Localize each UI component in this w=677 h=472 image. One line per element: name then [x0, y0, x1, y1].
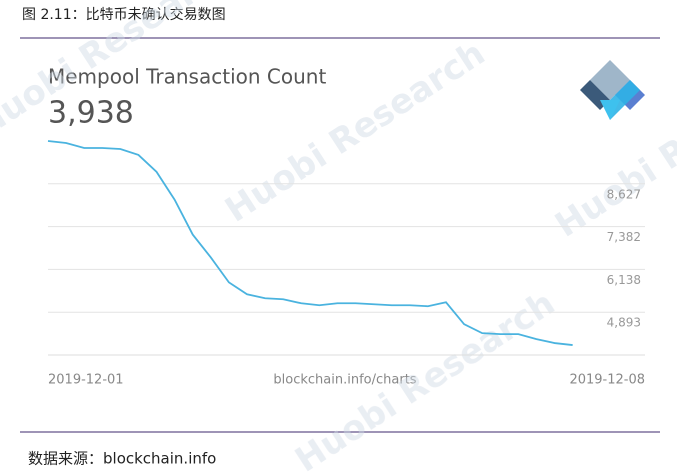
x-tick-label: 2019-12-08: [569, 373, 645, 388]
data-line: [47, 140, 573, 346]
chart-title: Mempool Transaction Count: [48, 65, 326, 89]
logo: [580, 60, 645, 120]
x-tick-label: 2019-12-01: [48, 373, 124, 388]
figure-caption: 图 2.11：比特币未确认交易数图: [22, 6, 226, 23]
y-tick-label: 8,627: [607, 187, 641, 201]
source-note: 数据来源：blockchain.info: [28, 450, 216, 468]
y-tick-label: 6,138: [607, 273, 641, 287]
y-tick-label: 4,893: [607, 316, 641, 330]
y-tick-label: 7,382: [607, 230, 641, 244]
current-value: 3,938: [48, 96, 134, 131]
source-label: blockchain.info/charts: [273, 373, 416, 388]
watermark: Huobi Research: [218, 33, 492, 230]
